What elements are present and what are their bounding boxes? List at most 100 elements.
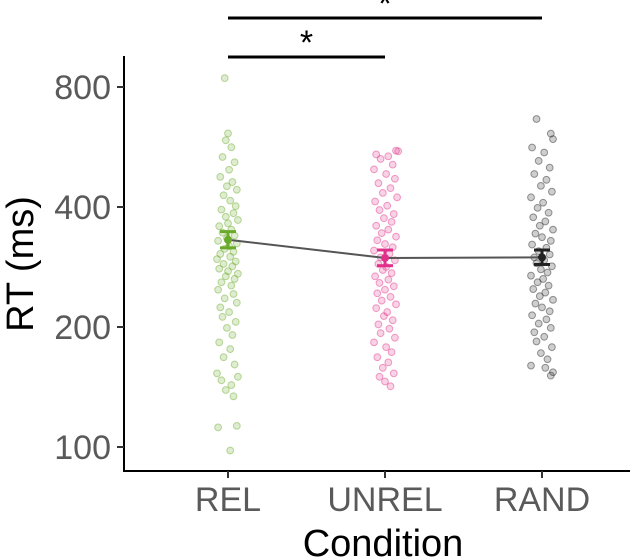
data-point-unrel xyxy=(381,240,389,248)
data-point-rel xyxy=(223,182,231,191)
data-point-rel xyxy=(214,423,223,432)
data-point-rand xyxy=(546,129,555,138)
significance-star: * xyxy=(300,24,313,62)
data-point-unrel xyxy=(371,197,380,206)
data-point-rel xyxy=(228,178,237,186)
data-point-rand xyxy=(544,208,553,217)
error-bar-unrel xyxy=(377,248,393,268)
data-point-rel xyxy=(223,323,231,332)
data-point-rel xyxy=(216,250,225,258)
data-point-rand xyxy=(527,361,535,370)
data-point-rand xyxy=(549,368,557,377)
data-point-rel xyxy=(213,369,221,378)
data-point-unrel xyxy=(380,312,388,320)
data-point-rand xyxy=(537,181,545,190)
data-point-rel xyxy=(219,259,228,268)
data-point-rand xyxy=(540,148,549,157)
data-point-rel xyxy=(221,272,230,281)
data-point-unrel xyxy=(373,353,382,362)
data-point-rand xyxy=(532,115,541,123)
data-point-rel xyxy=(234,269,242,278)
data-point-rel xyxy=(219,353,228,362)
data-point-unrel xyxy=(382,170,391,178)
data-point-rel xyxy=(217,205,226,214)
data-point-rel xyxy=(228,262,237,271)
data-point-unrel xyxy=(375,206,384,214)
x-ticks-layer: REL UNREL RAND xyxy=(195,471,590,519)
data-point-rel xyxy=(219,191,228,200)
data-point-rel xyxy=(234,216,242,224)
data-point-rand xyxy=(545,250,554,259)
data-point-rand xyxy=(549,225,557,234)
data-point-rel xyxy=(216,303,225,312)
data-point-unrel xyxy=(387,348,396,357)
data-point-unrel xyxy=(386,292,395,301)
data-point-rand xyxy=(529,213,538,222)
data-point-rel xyxy=(221,212,230,221)
data-point-unrel xyxy=(372,221,381,230)
data-point-unrel xyxy=(376,155,385,163)
data-point-unrel xyxy=(386,184,395,193)
data-point-rel xyxy=(214,285,223,294)
data-point-rel xyxy=(226,345,235,354)
y-tick-label: 200 xyxy=(54,309,111,347)
data-point-rand xyxy=(543,268,552,277)
x-tick-label: RAND xyxy=(494,481,590,519)
data-point-unrel xyxy=(387,218,396,226)
data-point-unrel xyxy=(384,358,393,367)
data-point-rand xyxy=(546,323,555,332)
data-point-rand xyxy=(531,299,540,308)
data-point-unrel xyxy=(378,266,387,274)
data-point-rand xyxy=(545,163,554,172)
data-point-rel xyxy=(230,231,239,240)
data-point-unrel xyxy=(373,236,382,245)
data-point-unrel xyxy=(383,308,392,316)
mean-point-rel xyxy=(224,235,232,244)
data-point-rand xyxy=(549,295,557,304)
mean-point-rand xyxy=(538,253,546,262)
y-ticks-layer: 100 200 400 800 xyxy=(54,69,124,467)
y-axis-title: RT (ms) xyxy=(0,196,42,332)
data-point-rel xyxy=(232,298,241,307)
data-point-rel xyxy=(226,196,235,205)
data-point-rand xyxy=(528,143,536,152)
data-point-rand xyxy=(546,236,555,245)
error-bars-layer xyxy=(220,230,550,268)
data-point-rand xyxy=(534,157,543,165)
data-point-unrel xyxy=(377,229,386,238)
data-point-unrel xyxy=(392,300,400,309)
data-point-unrel xyxy=(389,369,398,378)
data-point-rand xyxy=(534,319,543,328)
data-point-rand xyxy=(544,281,553,290)
data-point-unrel xyxy=(391,333,399,342)
data-point-rel xyxy=(225,308,234,316)
data-point-rand xyxy=(538,233,546,242)
data-point-rand xyxy=(541,217,550,226)
data-point-rel xyxy=(218,313,227,321)
data-point-rel xyxy=(216,172,225,181)
data-point-rand xyxy=(540,332,549,341)
data-point-rel xyxy=(228,331,237,339)
data-point-rand xyxy=(548,343,556,352)
data-point-unrel xyxy=(391,174,399,183)
error-bar-rel xyxy=(220,230,236,250)
data-point-unrel xyxy=(384,152,393,161)
data-point-rand xyxy=(548,187,556,196)
data-point-rel xyxy=(224,267,232,276)
data-point-rel xyxy=(232,185,241,194)
data-point-rel xyxy=(230,158,239,167)
data-point-rel xyxy=(220,294,229,303)
data-point-unrel xyxy=(392,232,400,241)
x-axis-title: Condition xyxy=(303,523,464,558)
data-point-rand xyxy=(549,135,557,144)
data-point-unrel xyxy=(386,382,395,391)
data-point-rand xyxy=(542,175,551,184)
data-point-rand xyxy=(535,221,544,230)
data-point-unrel xyxy=(374,320,383,329)
data-point-unrel xyxy=(383,201,392,210)
data-point-unrel xyxy=(374,179,383,188)
data-point-rand xyxy=(537,265,545,274)
data-point-rel xyxy=(220,74,229,83)
data-point-rel xyxy=(221,386,230,394)
